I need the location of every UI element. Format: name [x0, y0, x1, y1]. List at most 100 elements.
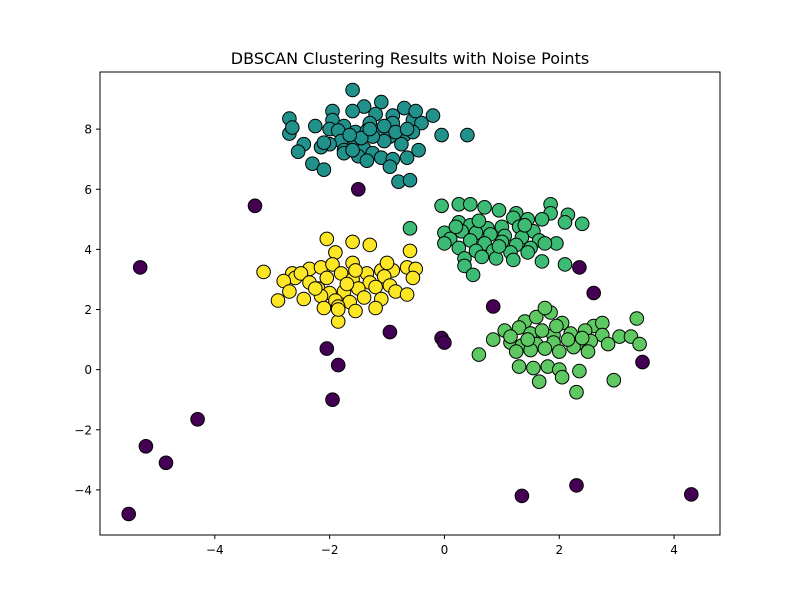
y-tick-label: 0	[84, 363, 92, 377]
scatter-point	[460, 127, 475, 143]
scatter-point	[399, 287, 415, 302]
scatter-point	[569, 478, 584, 493]
scatter-point	[434, 198, 449, 214]
scatter-point	[560, 332, 576, 347]
scatter-point	[600, 336, 616, 352]
scatter-point	[511, 359, 527, 374]
scatter-point	[158, 455, 174, 471]
scatter-point	[316, 300, 332, 316]
scatter-point	[457, 258, 472, 274]
scatter-point	[534, 212, 550, 227]
scatter-point	[508, 344, 524, 359]
scatter-point	[572, 260, 587, 275]
scatter-point	[316, 162, 332, 177]
y-tick-label: −2	[74, 423, 92, 437]
scatter-point	[339, 276, 355, 292]
scatter-point	[408, 103, 424, 119]
y-tick-label: 2	[84, 303, 92, 317]
scatter-point	[285, 120, 300, 135]
scatter-point	[362, 237, 378, 253]
scatter-point	[348, 263, 363, 278]
scatter-point	[491, 239, 507, 254]
scatter-point	[437, 335, 452, 350]
scatter-point	[325, 257, 340, 272]
x-tick-label: −4	[206, 543, 224, 557]
scatter-point	[138, 439, 154, 454]
scatter-point	[586, 285, 602, 301]
scatter-point	[328, 245, 343, 260]
scatter-point	[520, 332, 536, 347]
scatter-point	[485, 299, 501, 314]
scatter-point	[351, 182, 366, 197]
scatter-point	[537, 300, 553, 316]
scatter-point	[471, 347, 487, 362]
scatter-point	[471, 213, 487, 229]
scatter-point	[517, 218, 533, 233]
plot-frame	[99, 71, 721, 536]
scatter-point	[437, 236, 452, 251]
scatter-point	[514, 488, 530, 504]
scatter-point	[557, 257, 573, 272]
scatter-point	[345, 82, 360, 98]
scatter-point	[345, 103, 360, 119]
scatter-point	[529, 309, 544, 325]
scatter-point	[319, 341, 335, 356]
scatter-point	[534, 254, 550, 269]
scatter-point	[574, 216, 590, 232]
scatter-point	[606, 372, 622, 388]
scatter-point	[325, 392, 340, 408]
scatter-point	[382, 159, 398, 174]
axes: −4 −2 0 2 4 −4 −2 0 2 4 6 8	[74, 71, 721, 557]
scatter-point	[270, 293, 286, 308]
y-tick-label: 8	[84, 123, 92, 137]
scatter-point	[345, 234, 360, 250]
scatter-point	[549, 318, 564, 334]
scatter-point	[572, 363, 587, 379]
scatter-point	[684, 487, 699, 502]
scatter-point	[356, 290, 372, 305]
scatter-point	[569, 384, 584, 400]
scatter-point	[520, 245, 536, 260]
scatter-point	[552, 344, 567, 359]
scatter-point	[376, 118, 392, 134]
scatter-point	[574, 330, 590, 346]
scatter-point	[308, 118, 323, 134]
scatter-point	[465, 267, 481, 283]
scatter-point	[595, 315, 610, 331]
scatter-point	[399, 150, 415, 165]
scatter-point	[557, 215, 573, 230]
scatter-point	[503, 329, 518, 344]
scatter-point	[132, 260, 148, 275]
chart-title: DBSCAN Clustering Results with Noise Poi…	[231, 49, 589, 68]
scatter-point	[402, 221, 418, 236]
scatter-point	[414, 115, 429, 131]
scatter-point	[368, 300, 383, 316]
scatter-point	[256, 264, 271, 280]
scatter-point	[121, 506, 136, 522]
y-tick-label: −4	[74, 483, 92, 497]
scatter-point	[554, 369, 570, 385]
y-tick-label: 4	[84, 243, 92, 257]
scatter-point	[362, 121, 378, 137]
scatter-point	[319, 231, 335, 247]
scatter-point	[402, 172, 418, 188]
x-tick-label: −2	[321, 543, 339, 557]
scatter-point	[405, 270, 421, 286]
scatter-point	[374, 94, 389, 110]
x-tick-label: 2	[555, 543, 563, 557]
scatter-point	[448, 219, 464, 235]
scatter-point	[368, 279, 383, 295]
scatter-point	[531, 374, 547, 390]
x-tick-label: 4	[670, 543, 678, 557]
scatter-point	[308, 281, 323, 296]
x-tick-label: 0	[441, 543, 449, 557]
scatter-point	[293, 266, 309, 281]
scatter-point	[399, 121, 415, 137]
scatter-point	[305, 156, 320, 171]
scatter-point	[526, 360, 541, 376]
scatter-point	[379, 255, 395, 271]
scatter-point	[463, 197, 478, 212]
scatter-point	[488, 251, 504, 266]
